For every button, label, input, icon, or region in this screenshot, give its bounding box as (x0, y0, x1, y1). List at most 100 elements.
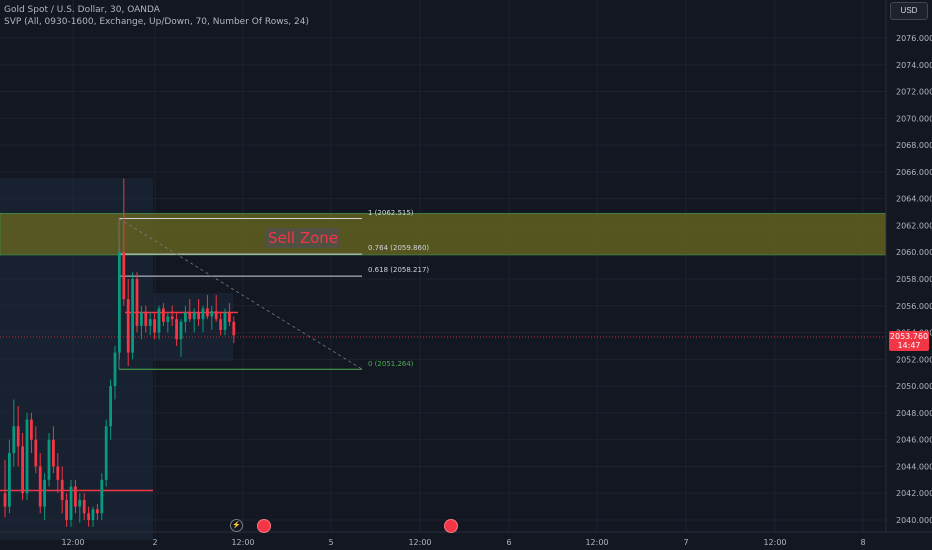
y-tick-label: 2068.000 (896, 141, 932, 150)
y-tick-label: 2076.000 (896, 34, 932, 43)
candle-body (175, 319, 178, 340)
candle-body (56, 466, 60, 480)
y-tick-label: 2046.000 (896, 436, 932, 445)
candle-body (12, 426, 16, 454)
candle-body (148, 319, 152, 326)
candle-body (3, 493, 7, 507)
fibonacci-retracement[interactable] (118, 218, 363, 370)
time-axis[interactable]: 12:00 2 12:00 5 12:00 6 12:00 7 12:00 8 (61, 538, 865, 547)
x-tick-label: 2 (152, 538, 157, 547)
x-tick-label: 12:00 (585, 538, 608, 547)
candle-body (21, 446, 24, 494)
x-tick-label: 12:00 (763, 538, 786, 547)
y-tick-label: 2070.000 (896, 114, 932, 123)
candle-body (210, 311, 214, 317)
candle-body (100, 479, 104, 514)
candle-body (69, 486, 73, 520)
candle-body (16, 426, 20, 447)
price-axis[interactable]: 2040.000 2042.000 2044.000 2046.000 2048.000… (896, 34, 932, 525)
y-tick-label: 2064.000 (896, 195, 932, 204)
us-flag-icon[interactable] (444, 519, 458, 533)
x-tick-label: 12:00 (408, 538, 431, 547)
indicator-label[interactable]: SVP (All, 0930-1600, Exchange, Up/Down, … (4, 17, 309, 27)
candle-body (126, 299, 130, 353)
x-tick-label: 12:00 (231, 538, 254, 547)
candle-body (184, 312, 187, 322)
y-tick-label: 2042.000 (896, 489, 932, 498)
candle-body (25, 419, 29, 494)
candle-body (87, 513, 90, 520)
y-tick-label: 2040.000 (896, 516, 932, 525)
candle-body (74, 486, 77, 507)
candle-body (82, 499, 86, 514)
x-tick-label: 7 (683, 538, 688, 547)
candle-body (30, 419, 33, 440)
us-flag-icon[interactable] (257, 519, 271, 533)
candle-body (113, 352, 117, 387)
sell-zone-rectangle[interactable] (0, 212, 887, 256)
candle-body (162, 308, 165, 322)
x-tick-label: 6 (506, 538, 511, 547)
sell-zone-label[interactable]: Sell Zone (266, 228, 341, 248)
candle-body (52, 439, 55, 467)
candle-body (144, 312, 148, 326)
x-tick-label: 8 (860, 538, 865, 547)
candle-body (166, 316, 170, 322)
y-tick-label: 2052.000 (896, 355, 932, 364)
y-tick-label: 2060.000 (896, 248, 932, 257)
candle-body (131, 279, 134, 353)
candle-body (104, 426, 108, 480)
y-tick-label: 2072.000 (896, 88, 932, 97)
candle-body (170, 316, 174, 320)
chart-legend: Gold Spot / U.S. Dollar, 30, OANDA SVP (… (4, 4, 309, 28)
fib-level-label: 1 (2062.515) (368, 209, 414, 217)
x-tick-label: 12:00 (61, 538, 84, 547)
candle-body (192, 312, 196, 320)
current-price-tag: 2053.760 14:47 (889, 331, 929, 351)
candle-body (109, 386, 112, 427)
candle-body (223, 312, 227, 330)
candle-body (188, 312, 192, 320)
current-price-value: 2053.760 (889, 332, 929, 341)
candle-body (91, 509, 95, 520)
sell-zone-box[interactable] (0, 212, 887, 256)
candle-body (43, 479, 46, 507)
y-tick-label: 2044.000 (896, 462, 932, 471)
candle-body (65, 499, 68, 520)
bar-countdown: 14:47 (897, 341, 921, 350)
candle-body (179, 321, 183, 340)
candle-body (140, 312, 143, 326)
y-tick-label: 2062.000 (896, 221, 932, 230)
lightning-icon[interactable]: ⚡ (230, 519, 243, 532)
y-tick-label: 2048.000 (896, 409, 932, 418)
fib-level-label: 0.764 (2059.860) (368, 244, 430, 252)
candle-body (122, 252, 126, 300)
y-tick-label: 2066.000 (896, 168, 932, 177)
candle-body (8, 453, 11, 507)
candle-body (197, 312, 200, 320)
y-tick-label: 2056.000 (896, 302, 932, 311)
candle-body (219, 319, 222, 330)
candle-body (38, 466, 42, 507)
candle-body (135, 279, 139, 326)
y-tick-label: 2050.000 (896, 382, 932, 391)
y-tick-label: 2058.000 (896, 275, 932, 284)
symbol-title[interactable]: Gold Spot / U.S. Dollar, 30, OANDA (4, 5, 160, 15)
candle-body (232, 321, 236, 336)
x-tick-label: 5 (328, 538, 333, 547)
candle-body (78, 499, 82, 507)
candle-body (34, 439, 38, 467)
candle-body (206, 308, 209, 317)
candle-body (153, 319, 156, 333)
fib-level-label: 0.618 (2058.217) (368, 266, 430, 274)
candle-body (228, 312, 231, 322)
candle-body (60, 479, 64, 500)
candle-body (47, 439, 51, 480)
currency-button[interactable]: USD (890, 2, 928, 20)
candle-body (157, 308, 161, 333)
fib-level-label: 0 (2051.264) (368, 360, 414, 368)
candles (3, 178, 236, 527)
candle-body (96, 509, 99, 514)
candle-body (214, 311, 218, 320)
